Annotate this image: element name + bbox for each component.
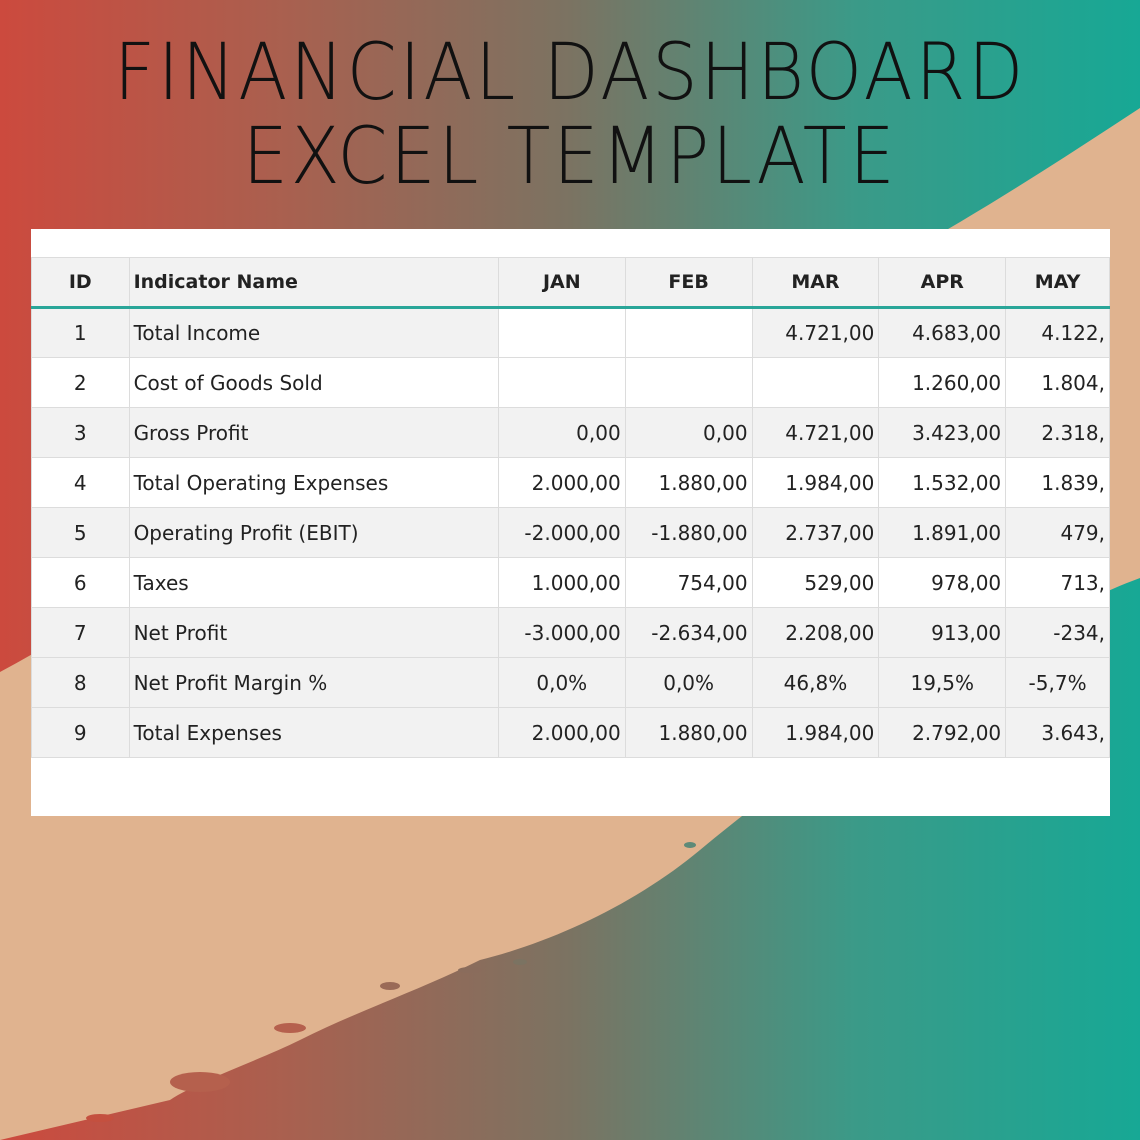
cell-mar[interactable]: 46,8%	[751, 657, 880, 708]
cell-apr[interactable]: 978,00	[878, 557, 1007, 608]
cell-jan[interactable]: -2.000,00	[497, 507, 626, 558]
cell-feb[interactable]	[624, 357, 753, 408]
header-apr[interactable]: APR	[878, 257, 1007, 309]
cell-jan[interactable]: 0,00	[497, 407, 626, 458]
cell-id[interactable]: 3	[31, 407, 130, 458]
cell-mar[interactable]: 4.721,00	[751, 307, 880, 358]
cell-id[interactable]: 9	[31, 707, 130, 758]
cell-may[interactable]: 3.643,	[1005, 707, 1110, 758]
cell-mar[interactable]	[751, 357, 880, 408]
table-row: 5 Operating Profit (EBIT) -2.000,00 -1.8…	[31, 507, 1110, 558]
cell-may[interactable]: 4.122,	[1005, 307, 1110, 358]
cell-indicator-name[interactable]: Operating Profit (EBIT)	[128, 507, 499, 558]
cell-feb[interactable]: 0,0%	[624, 657, 753, 708]
cell-apr[interactable]: 19,5%	[878, 657, 1007, 708]
cell-may[interactable]: -5,7%	[1005, 657, 1110, 708]
title-line-2: EXCEL TEMPLATE	[242, 112, 898, 202]
header-jan[interactable]: JAN	[497, 257, 626, 309]
cell-feb[interactable]	[624, 307, 753, 358]
table-row: 1 Total Income 4.721,00 4.683,00 4.122,	[31, 307, 1110, 358]
cell-apr[interactable]: 3.423,00	[878, 407, 1007, 458]
cell-apr[interactable]: 1.260,00	[878, 357, 1007, 408]
cell-may[interactable]: -234,	[1005, 607, 1110, 658]
cell-may[interactable]: 713,	[1005, 557, 1110, 608]
cell-id[interactable]: 7	[31, 607, 130, 658]
table-row: 8 Net Profit Margin % 0,0% 0,0% 46,8% 19…	[31, 657, 1110, 708]
cell-jan[interactable]: 1.000,00	[497, 557, 626, 608]
cell-id[interactable]: 8	[31, 657, 130, 708]
header-mar[interactable]: MAR	[751, 257, 880, 309]
cell-jan[interactable]	[497, 307, 626, 358]
title-line-1: FINANCIAL DASHBOARD	[113, 28, 1027, 118]
header-indicator-name[interactable]: Indicator Name	[128, 257, 499, 309]
cell-mar[interactable]: 1.984,00	[751, 457, 880, 508]
cell-id[interactable]: 4	[31, 457, 130, 508]
financial-table: ID Indicator Name JAN FEB MAR APR MAY 1 …	[31, 257, 1110, 758]
cell-id[interactable]: 6	[31, 557, 130, 608]
cell-mar[interactable]: 4.721,00	[751, 407, 880, 458]
cell-mar[interactable]: 2.737,00	[751, 507, 880, 558]
cell-jan[interactable]	[497, 357, 626, 408]
header-feb[interactable]: FEB	[624, 257, 753, 309]
cell-apr[interactable]: 913,00	[878, 607, 1007, 658]
cell-jan[interactable]: 0,0%	[497, 657, 626, 708]
header-may[interactable]: MAY	[1005, 257, 1110, 309]
cell-apr[interactable]: 2.792,00	[878, 707, 1007, 758]
cell-indicator-name[interactable]: Taxes	[128, 557, 499, 608]
cell-feb[interactable]: 1.880,00	[624, 457, 753, 508]
cell-may[interactable]: 479,	[1005, 507, 1110, 558]
cell-may[interactable]: 2.318,	[1005, 407, 1110, 458]
cell-jan[interactable]: -3.000,00	[497, 607, 626, 658]
cell-indicator-name[interactable]: Net Profit Margin %	[128, 657, 499, 708]
cell-id[interactable]: 1	[31, 307, 130, 358]
cell-mar[interactable]: 2.208,00	[751, 607, 880, 658]
header-id[interactable]: ID	[31, 257, 130, 309]
cell-jan[interactable]: 2.000,00	[497, 707, 626, 758]
cell-feb[interactable]: -2.634,00	[624, 607, 753, 658]
table-row: 3 Gross Profit 0,00 0,00 4.721,00 3.423,…	[31, 407, 1110, 458]
cell-apr[interactable]: 1.891,00	[878, 507, 1007, 558]
table-row: 9 Total Expenses 2.000,00 1.880,00 1.984…	[31, 707, 1110, 758]
table-row: 2 Cost of Goods Sold 1.260,00 1.804,	[31, 357, 1110, 408]
table-row: 4 Total Operating Expenses 2.000,00 1.88…	[31, 457, 1110, 508]
cell-indicator-name[interactable]: Total Income	[128, 307, 499, 358]
cell-indicator-name[interactable]: Total Operating Expenses	[128, 457, 499, 508]
cell-apr[interactable]: 1.532,00	[878, 457, 1007, 508]
cell-id[interactable]: 5	[31, 507, 130, 558]
cell-feb[interactable]: -1.880,00	[624, 507, 753, 558]
cell-indicator-name[interactable]: Total Expenses	[128, 707, 499, 758]
spreadsheet-panel: ID Indicator Name JAN FEB MAR APR MAY 1 …	[31, 229, 1110, 816]
cell-feb[interactable]: 1.880,00	[624, 707, 753, 758]
cell-feb[interactable]: 0,00	[624, 407, 753, 458]
cell-indicator-name[interactable]: Cost of Goods Sold	[128, 357, 499, 408]
cell-mar[interactable]: 1.984,00	[751, 707, 880, 758]
table-row: 6 Taxes 1.000,00 754,00 529,00 978,00 71…	[31, 557, 1110, 608]
cell-may[interactable]: 1.839,	[1005, 457, 1110, 508]
header-row: ID Indicator Name JAN FEB MAR APR MAY	[31, 257, 1110, 309]
cell-indicator-name[interactable]: Net Profit	[128, 607, 499, 658]
cell-may[interactable]: 1.804,	[1005, 357, 1110, 408]
cell-jan[interactable]: 2.000,00	[497, 457, 626, 508]
table-row: 7 Net Profit -3.000,00 -2.634,00 2.208,0…	[31, 607, 1110, 658]
cell-feb[interactable]: 754,00	[624, 557, 753, 608]
cell-mar[interactable]: 529,00	[751, 557, 880, 608]
cell-indicator-name[interactable]: Gross Profit	[128, 407, 499, 458]
cell-id[interactable]: 2	[31, 357, 130, 408]
cell-apr[interactable]: 4.683,00	[878, 307, 1007, 358]
